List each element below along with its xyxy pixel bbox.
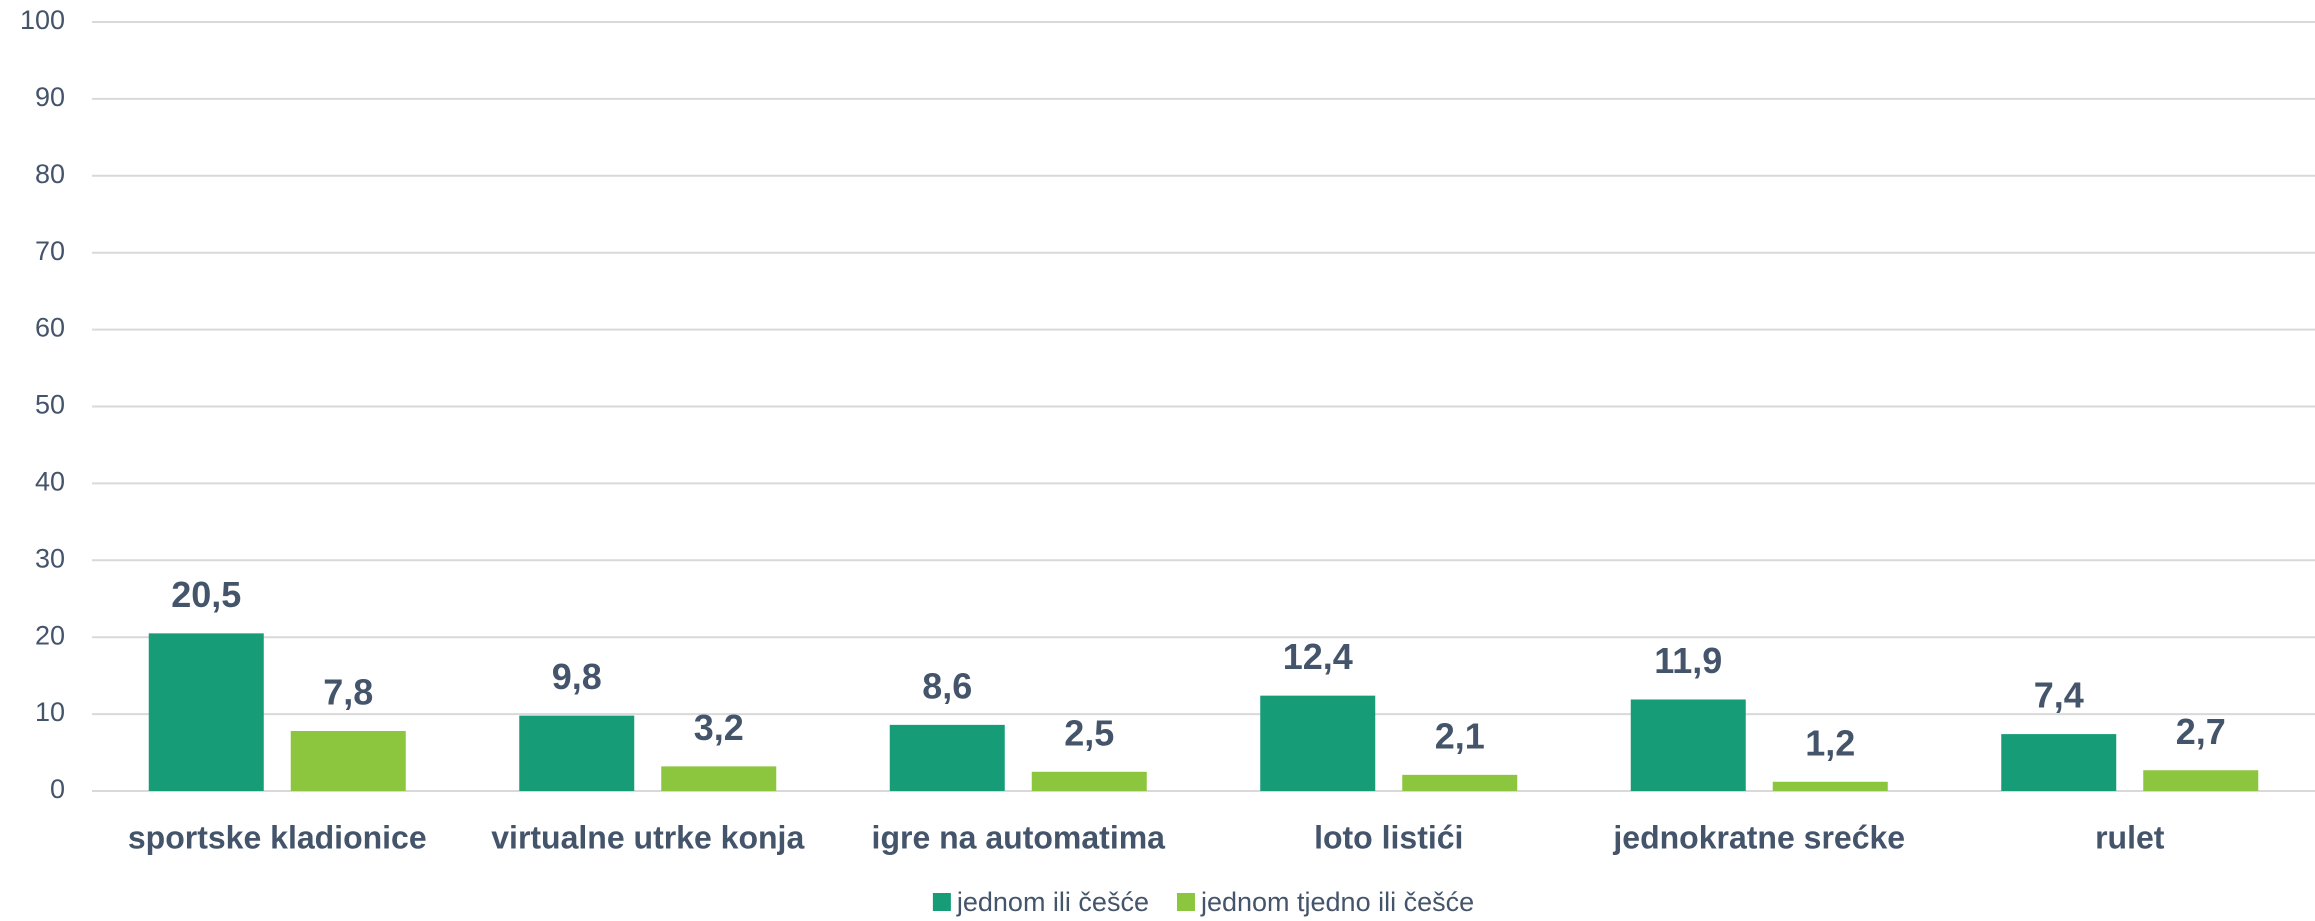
bar — [1031, 771, 1147, 791]
data-label: 20,5 — [171, 574, 241, 615]
data-label: 7,4 — [2034, 675, 2084, 716]
y-tick-label: 40 — [35, 467, 65, 497]
bar — [661, 766, 777, 791]
x-tick-label: sportske kladionice — [128, 819, 427, 855]
y-tick-label: 20 — [35, 620, 65, 650]
bar — [1630, 699, 1746, 791]
data-label: 2,1 — [1435, 715, 1485, 756]
y-tick-label: 30 — [35, 543, 65, 573]
data-label: 2,5 — [1064, 712, 1114, 753]
y-tick-label: 60 — [35, 313, 65, 343]
legend-swatch — [932, 893, 951, 911]
data-label: 2,7 — [2176, 711, 2226, 752]
data-label: 1,2 — [1805, 722, 1855, 763]
y-tick-label: 100 — [20, 5, 65, 35]
bar — [290, 731, 406, 791]
data-label: 8,6 — [922, 665, 972, 706]
bar — [1772, 781, 1888, 791]
legend-label: jednom tjedno ili češće — [1200, 887, 1474, 917]
data-label: 3,2 — [694, 707, 744, 748]
bar — [148, 633, 264, 791]
x-tick-label: virtualne utrke konja — [491, 819, 804, 855]
bar — [889, 724, 1005, 791]
data-label: 9,8 — [552, 656, 602, 697]
x-tick-label: rulet — [2095, 819, 2165, 855]
y-tick-label: 70 — [35, 236, 65, 266]
x-tick-label: igre na automatima — [872, 819, 1166, 855]
legend-label: jednom ili češće — [956, 887, 1149, 917]
legend-swatch — [1176, 893, 1195, 911]
data-label: 11,9 — [1654, 640, 1722, 681]
x-tick-label: jednokratne srećke — [1612, 819, 1905, 855]
bar — [1402, 774, 1518, 791]
y-tick-label: 50 — [35, 390, 65, 420]
bar — [2001, 734, 2117, 791]
bar — [1260, 695, 1376, 791]
y-tick-label: 0 — [50, 774, 65, 804]
y-tick-label: 90 — [35, 82, 65, 112]
data-label: 7,8 — [323, 672, 373, 713]
x-tick-label: loto listići — [1314, 819, 1463, 855]
bar — [519, 715, 635, 791]
data-label: 12,4 — [1283, 636, 1353, 677]
bar — [2143, 770, 2259, 791]
y-tick-label: 80 — [35, 159, 65, 189]
y-tick-label: 10 — [35, 697, 65, 727]
